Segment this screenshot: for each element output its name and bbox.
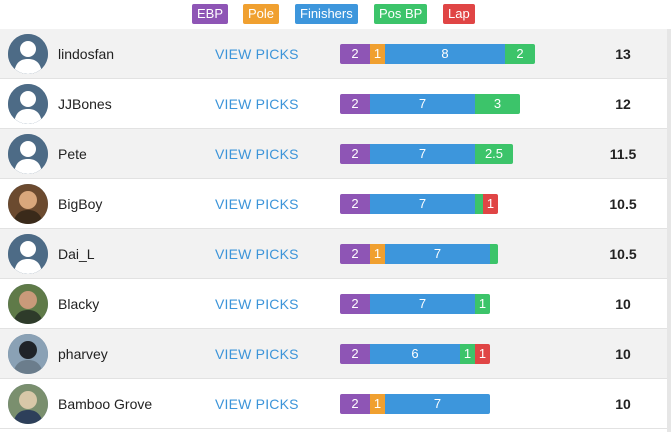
view-picks-link[interactable]: VIEW PICKS	[215, 246, 299, 262]
segment-posbp	[475, 194, 483, 214]
segment-posbp: 2.5	[475, 144, 513, 164]
legend-finishers: Finishers	[295, 4, 358, 24]
segment-fin: 7	[370, 194, 475, 214]
segment-ebp: 2	[340, 294, 370, 314]
total-points: 13	[615, 46, 631, 62]
segment-ebp: 2	[340, 44, 370, 64]
leaderboard-row: Blacky VIEW PICKS 2 7 1 10	[0, 279, 667, 329]
user-avatar	[8, 334, 48, 374]
leaderboard-row: lindosfan VIEW PICKS 2 1 8 2 13	[0, 29, 667, 79]
leaderboard-list: lindosfan VIEW PICKS 2 1 8 2 13 JJBones VIEW PIC…	[0, 29, 667, 429]
segment-lap: 1	[483, 194, 498, 214]
username: JJBones	[58, 96, 112, 112]
segment-pole: 1	[370, 244, 385, 264]
score-breakdown-bar: 2 7 2.5	[340, 144, 513, 164]
view-picks-link[interactable]: VIEW PICKS	[215, 196, 299, 212]
user-avatar	[8, 384, 48, 424]
total-points: 10	[615, 346, 631, 362]
view-picks-link[interactable]: VIEW PICKS	[215, 146, 299, 162]
user-avatar	[8, 284, 48, 324]
segment-posbp: 1	[460, 344, 475, 364]
username: Bamboo Grove	[58, 396, 153, 412]
username: Blacky	[58, 296, 100, 312]
segment-posbp: 3	[475, 94, 520, 114]
username: pharvey	[58, 346, 108, 362]
leaderboard-row: Bamboo Grove VIEW PICKS 2 1 7 10	[0, 379, 667, 429]
leaderboard-row: Pete VIEW PICKS 2 7 2.5 11.5	[0, 129, 667, 179]
segment-pole: 1	[370, 394, 385, 414]
segment-ebp: 2	[340, 144, 370, 164]
total-points: 10	[615, 396, 631, 412]
view-picks-link[interactable]: VIEW PICKS	[215, 296, 299, 312]
total-points: 10.5	[609, 196, 637, 212]
segment-fin: 7	[370, 144, 475, 164]
segment-ebp: 2	[340, 194, 370, 214]
username: lindosfan	[58, 46, 115, 62]
segment-ebp: 2	[340, 94, 370, 114]
username: BigBoy	[58, 196, 103, 212]
leaderboard-row: pharvey VIEW PICKS 2 6 1 1 10	[0, 329, 667, 379]
legend-lap: Lap	[443, 4, 475, 24]
segment-fin: 7	[370, 294, 475, 314]
username: Dai_L	[58, 246, 95, 262]
total-points: 12	[615, 96, 631, 112]
total-points: 10.5	[609, 246, 637, 262]
leaderboard-row: JJBones VIEW PICKS 2 7 3 12	[0, 79, 667, 129]
scroll-edge	[667, 29, 671, 432]
segment-ebp: 2	[340, 344, 370, 364]
leaderboard-row: Dai_L VIEW PICKS 2 1 7 10.5	[0, 229, 667, 279]
segment-fin: 7	[370, 94, 475, 114]
segment-fin: 7	[385, 394, 490, 414]
view-picks-link[interactable]: VIEW PICKS	[215, 46, 299, 62]
segment-posbp	[490, 244, 498, 264]
legend-pole: Pole	[243, 4, 280, 24]
segment-fin: 7	[385, 244, 490, 264]
username: Pete	[58, 146, 87, 162]
segment-posbp: 1	[475, 294, 490, 314]
legend-ebp: EBP	[192, 4, 229, 24]
default-avatar-icon	[8, 134, 48, 174]
leaderboard-row: BigBoy VIEW PICKS 2 7 1 10.5	[0, 179, 667, 229]
legend-pos-bp: Pos BP	[374, 4, 428, 24]
segment-pole: 1	[370, 44, 385, 64]
user-avatar	[8, 184, 48, 224]
segment-fin: 8	[385, 44, 505, 64]
view-picks-link[interactable]: VIEW PICKS	[215, 346, 299, 362]
total-points: 11.5	[609, 146, 637, 162]
default-avatar-icon	[8, 34, 48, 74]
view-picks-link[interactable]: VIEW PICKS	[215, 396, 299, 412]
view-picks-link[interactable]: VIEW PICKS	[215, 96, 299, 112]
default-avatar-icon	[8, 84, 48, 124]
segment-ebp: 2	[340, 394, 370, 414]
segment-fin: 6	[370, 344, 460, 364]
score-legend: EBP Pole Finishers Pos BP Lap	[0, 4, 671, 26]
segment-lap: 1	[475, 344, 490, 364]
default-avatar-icon	[8, 234, 48, 274]
segment-ebp: 2	[340, 244, 370, 264]
total-points: 10	[615, 296, 631, 312]
segment-posbp: 2	[505, 44, 535, 64]
